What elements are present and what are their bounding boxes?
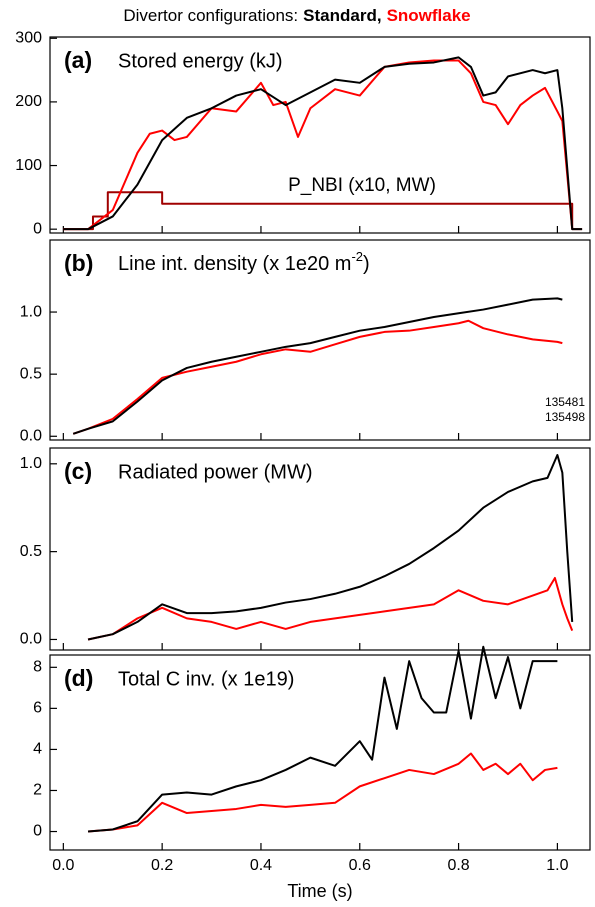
y-tick-label: 8	[33, 659, 42, 676]
header-text: Divertor configurations:	[123, 6, 298, 25]
y-tick-label: 2	[33, 782, 42, 799]
panel-label: (b)	[64, 250, 93, 276]
data-line	[63, 56, 583, 231]
panel-title: Total C inv. (x 1e19)	[118, 668, 294, 690]
data-line	[87, 576, 574, 641]
y-tick-label: 200	[15, 93, 42, 110]
panel-title: Radiated power (MW)	[118, 461, 313, 483]
y-tick-label: 0	[33, 823, 42, 840]
panel-title-part: )	[363, 253, 370, 275]
x-tick-label: 0.6	[349, 857, 371, 874]
y-tick-label: 0.5	[20, 365, 42, 382]
panel-label: (d)	[64, 665, 93, 691]
plot-frame	[49, 447, 591, 651]
x-tick-label: 1.0	[546, 857, 568, 874]
legend-entry: 135498	[545, 410, 585, 424]
data-line	[63, 191, 583, 231]
data-line	[87, 645, 558, 833]
plot-frame	[49, 36, 591, 234]
data-line	[63, 59, 574, 231]
y-tick-label: 100	[15, 157, 42, 174]
y-tick-label: 0.0	[20, 631, 42, 648]
data-line	[87, 454, 574, 641]
x-tick-label: 0.4	[250, 857, 272, 874]
y-tick-label: 4	[33, 741, 42, 758]
data-line	[87, 752, 558, 833]
header-snowflake: Snowflake	[387, 6, 471, 25]
y-tick-label: 1.0	[20, 303, 42, 320]
y-tick-label: 0	[33, 220, 42, 237]
x-tick-label: 0.8	[447, 857, 469, 874]
x-tick-label: 0.0	[52, 857, 74, 874]
panel-title-sup: -2	[351, 249, 363, 264]
plot-frame	[49, 239, 591, 441]
x-axis-label: Time (s)	[287, 881, 352, 901]
y-tick-label: 6	[33, 700, 42, 717]
header: Divertor configurations: Standard, Snowfla…	[123, 6, 470, 25]
header-standard: Standard,	[303, 6, 381, 25]
y-tick-label: 1.0	[20, 455, 42, 472]
y-tick-label: 0.5	[20, 543, 42, 560]
x-tick-label: 0.2	[151, 857, 173, 874]
panel-title: Stored energy (kJ)	[118, 50, 283, 72]
legend-entry: 135481	[545, 395, 585, 409]
data-line	[72, 319, 563, 435]
y-tick-label: 300	[15, 29, 42, 46]
panel-title: Line int. density (x 1e20 m-2)	[118, 249, 370, 275]
annotation: P_NBI (x10, MW)	[288, 175, 436, 196]
panel-label: (c)	[64, 458, 92, 484]
panel-title-part: Line int. density (x 1e20 m	[118, 253, 351, 275]
data-line	[72, 297, 563, 435]
y-tick-label: 0.0	[20, 427, 42, 444]
panel-label: (a)	[64, 47, 92, 73]
plot-frame	[49, 654, 591, 851]
